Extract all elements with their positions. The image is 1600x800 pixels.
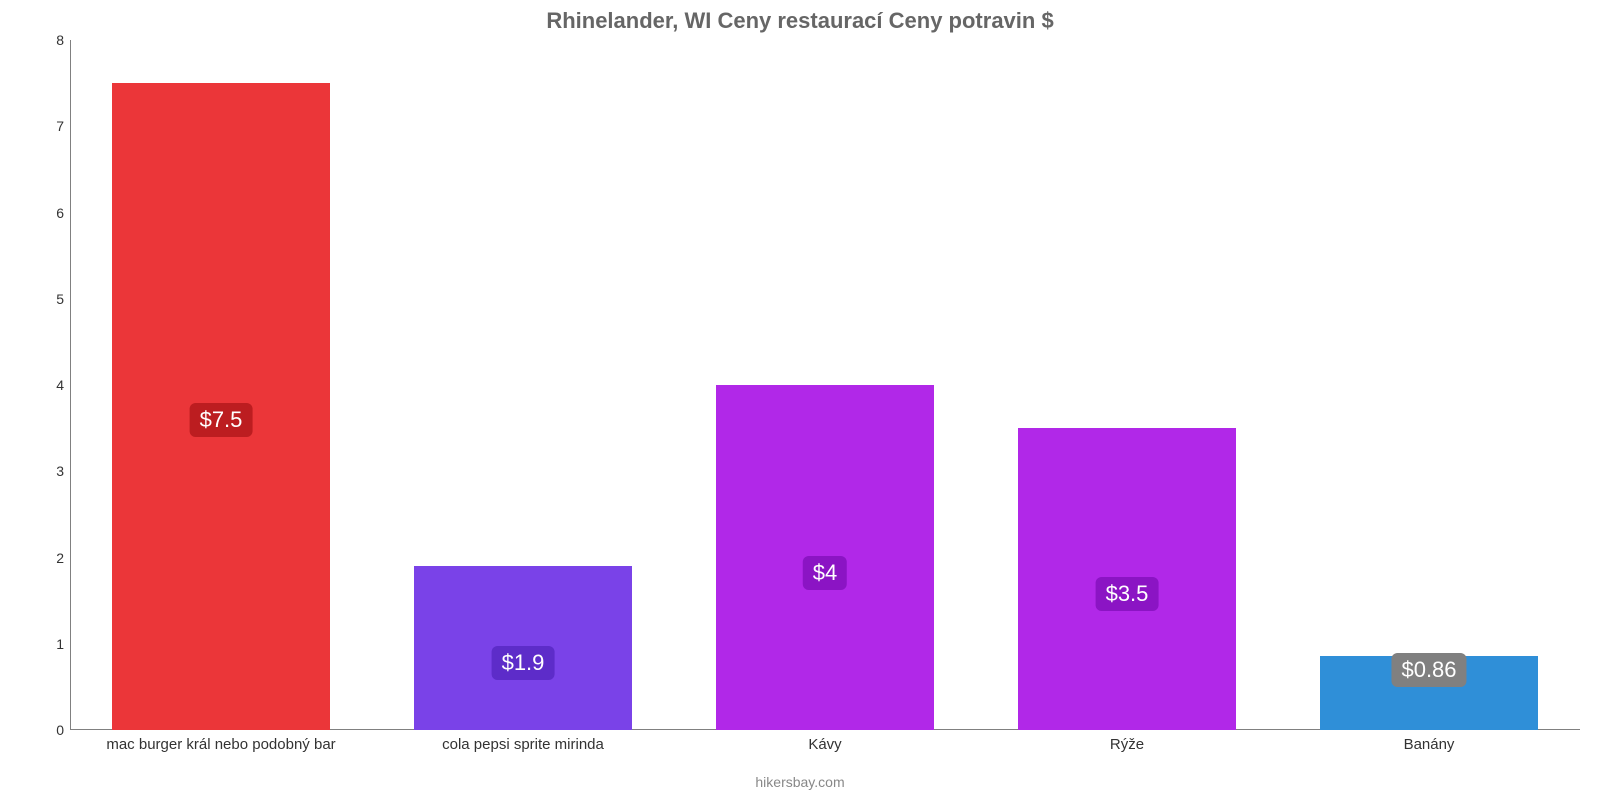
x-axis-label: mac burger král nebo podobný bar (106, 736, 335, 753)
y-tick: 4 (40, 377, 64, 393)
bar-slot: $3.5 (976, 40, 1278, 730)
bars-container: $7.5 $1.9 $4 $3.5 $0.86 (70, 40, 1580, 730)
bar-value-label: $4 (803, 556, 847, 590)
attribution-text: hikersbay.com (0, 774, 1600, 790)
y-tick: 6 (40, 205, 64, 221)
bar-slot: $1.9 (372, 40, 674, 730)
y-tick: 5 (40, 291, 64, 307)
y-tick: 0 (40, 722, 64, 738)
y-axis: 012345678 (40, 40, 70, 730)
y-tick: 2 (40, 550, 64, 566)
x-axis-label: cola pepsi sprite mirinda (442, 736, 604, 753)
price-bar-chart: Rhinelander, WI Ceny restaurací Ceny pot… (0, 0, 1600, 800)
bar-value-label: $3.5 (1096, 577, 1159, 611)
bar-value-label: $0.86 (1391, 653, 1466, 687)
x-axis-labels: mac burger král nebo podobný bar cola pep… (70, 736, 1580, 760)
plot-area: 012345678 $7.5$1.9$4$3.5$0.86 (40, 40, 1580, 730)
bar-slot: $4 (674, 40, 976, 730)
x-axis-label: Banány (1404, 736, 1455, 753)
bar-slot: $0.86 (1278, 40, 1580, 730)
y-tick: 8 (40, 32, 64, 48)
y-tick: 3 (40, 463, 64, 479)
bar-slot: $7.5 (70, 40, 372, 730)
x-axis-label: Rýže (1110, 736, 1144, 753)
x-axis-label: Kávy (808, 736, 841, 753)
y-tick: 7 (40, 118, 64, 134)
bar-value-label: $1.9 (492, 646, 555, 680)
y-tick: 1 (40, 636, 64, 652)
bar-value-label: $7.5 (190, 403, 253, 437)
chart-title: Rhinelander, WI Ceny restaurací Ceny pot… (0, 0, 1600, 34)
